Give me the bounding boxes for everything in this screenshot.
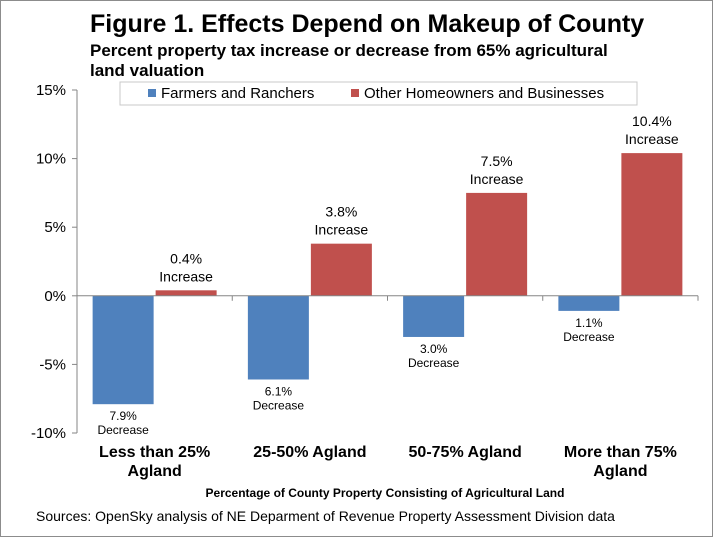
y-tick-label: -5% [39, 356, 66, 373]
bar-farmers-ranchers [403, 295, 465, 337]
data-label-value: 7.9% [109, 409, 137, 423]
source-note: Sources: OpenSky analysis of NE Deparmen… [36, 508, 615, 524]
data-label-direction: Increase [159, 268, 213, 284]
data-label-direction: Decrease [408, 356, 460, 370]
x-category-label: Agland [593, 463, 647, 480]
data-label-value: 3.8% [325, 204, 357, 220]
x-axis-title: Percentage of County Property Consisting… [206, 486, 565, 500]
legend-swatch-other-homeowners [351, 89, 359, 97]
legend-box [119, 81, 638, 106]
y-tick-label: -10% [31, 425, 66, 442]
data-label-direction: Decrease [563, 330, 615, 344]
data-label-direction: Increase [625, 131, 679, 147]
legend-label-other-homeowners: Other Homeowners and Businesses [364, 85, 604, 102]
legend-swatch-farmers-ranchers [148, 89, 156, 97]
data-label-value: 10.4% [632, 113, 672, 129]
bar-other-homeowners [155, 290, 217, 296]
bar-other-homeowners [621, 153, 683, 296]
data-label-value: 1.1% [575, 316, 603, 330]
data-label-value: 6.1% [265, 384, 293, 398]
y-tick-label: 10% [36, 151, 66, 168]
data-label-direction: Increase [315, 222, 369, 238]
x-category-label: 25-50% Agland [253, 444, 366, 461]
bar-other-homeowners [466, 192, 528, 296]
bar-farmers-ranchers [247, 295, 309, 380]
bar-farmers-ranchers [558, 295, 620, 311]
data-label-value: 3.0% [420, 342, 448, 356]
data-label-value: 0.4% [170, 250, 202, 266]
x-category-label: More than 75% [564, 444, 677, 461]
chart-title: Figure 1. Effects Depend on Makeup of Co… [90, 10, 645, 38]
data-label-direction: Increase [470, 171, 524, 187]
bar-other-homeowners [310, 243, 372, 296]
y-tick-label: 0% [44, 288, 66, 305]
data-label-direction: Decrease [97, 423, 149, 437]
legend-label-farmers-ranchers: Farmers and Ranchers [161, 85, 314, 102]
data-label-direction: Decrease [253, 398, 305, 412]
y-tick-label: 15% [36, 82, 66, 99]
x-category-label: 50-75% Agland [409, 444, 522, 461]
y-tick-label: 5% [44, 219, 66, 236]
bar-farmers-ranchers [92, 295, 154, 405]
data-label-value: 7.5% [481, 153, 513, 169]
chart-subtitle: Percent property tax increase or decreas… [90, 41, 608, 80]
x-category-label: Less than 25% [99, 444, 210, 461]
x-category-label: Agland [128, 463, 182, 480]
